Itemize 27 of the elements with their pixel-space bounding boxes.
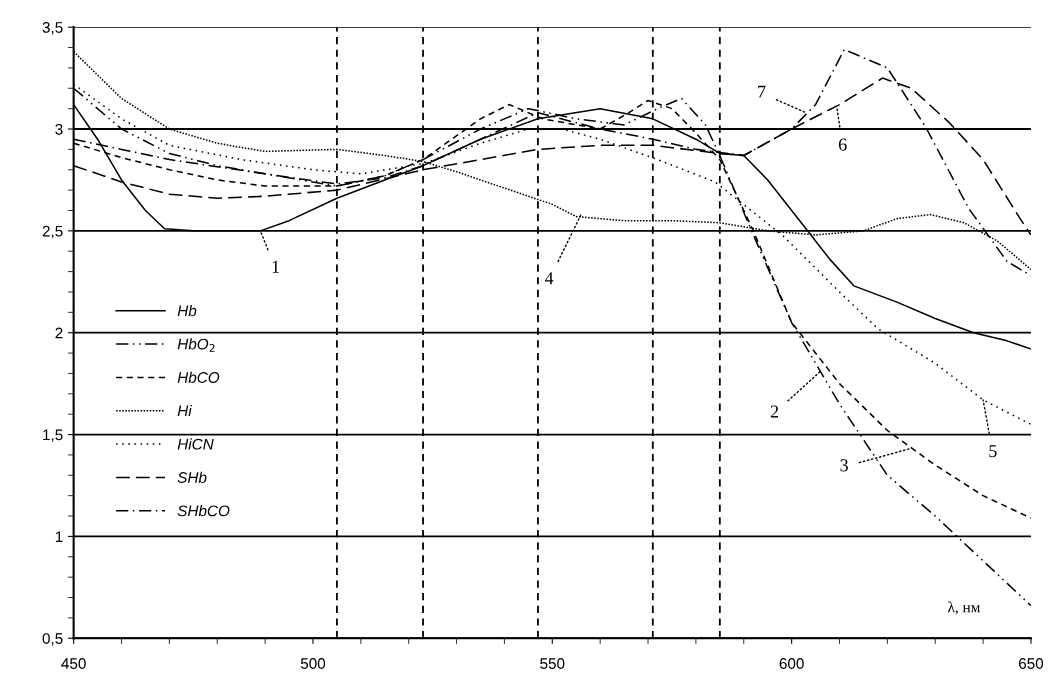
y-tick-label: 1,5 [43,429,63,443]
legend-label: SHbCO [177,505,230,517]
y-tick-label: 0,5 [42,633,63,646]
x-tick-label: 550 [540,658,565,669]
y-tick-label: 3,5 [42,22,63,35]
annotation: 5 [989,445,997,458]
annotation: 7 [758,85,766,98]
annotation: 1 [272,260,280,273]
x-tick-label: 450 [61,658,86,669]
legend-label: SHb [177,471,207,483]
annotation: 3 [840,459,848,472]
x-tick-label: 500 [300,658,326,669]
legend-label: HiCN [177,438,214,450]
y-tick-label: 2,5 [42,225,63,239]
legend-label: HbCO [177,371,220,383]
annotation: 6 [838,138,847,151]
legend-label: Hi [177,405,192,417]
x-tick-label: 600 [779,658,804,669]
x-tick-label: 650 [1018,658,1044,669]
y-tick-label: 3 [55,123,63,135]
x-axis-title: λ, нм [947,601,981,615]
y-tick-label: 1 [55,531,63,542]
y-tick-label: 2 [55,327,63,339]
legend-label: HbO$_{2}$ [177,338,215,352]
annotation: 2 [770,405,779,418]
annotation: 4 [544,272,554,285]
legend-label: Hb [177,305,197,317]
